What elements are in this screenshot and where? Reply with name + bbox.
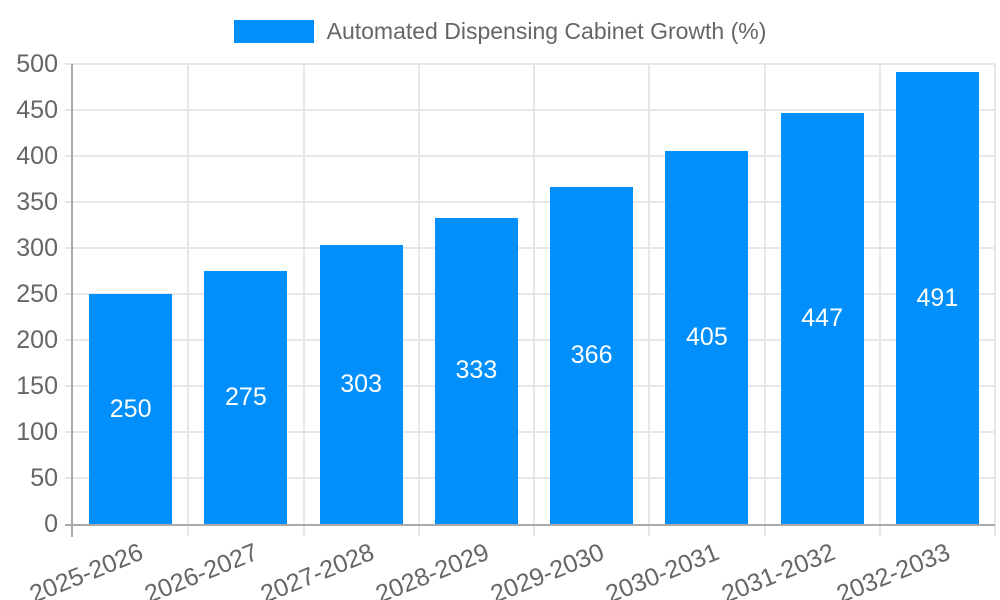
v-gridline: [533, 64, 535, 536]
h-gridline: [65, 339, 995, 341]
x-tick-label: 2028-2029: [371, 538, 493, 600]
y-tick-label: 200: [16, 326, 58, 354]
x-tick-label: 2026-2027: [141, 538, 263, 600]
v-gridline: [302, 64, 305, 536]
bar[interactable]: 250: [89, 294, 173, 524]
bar[interactable]: 366: [550, 187, 634, 524]
bar-value-label: 366: [570, 341, 613, 370]
bar[interactable]: 275: [204, 271, 288, 524]
bar-value-label: 333: [455, 356, 498, 385]
bar-value-label: 405: [686, 323, 728, 352]
v-gridline: [878, 64, 881, 536]
x-tick-label: 2031-2032: [717, 538, 839, 600]
h-gridline: [65, 293, 995, 295]
plot-area: 250 275 303 333 366 405 447 491: [65, 63, 996, 537]
v-gridline: [417, 64, 420, 536]
bar[interactable]: 405: [665, 151, 749, 524]
h-gridline: [65, 63, 995, 65]
bar-value-label: 250: [109, 394, 152, 423]
bar-value-label: 275: [225, 383, 267, 411]
bar-value-label: 303: [340, 370, 382, 399]
h-gridline: [65, 155, 995, 157]
x-tick-label: 2029-2030: [486, 538, 609, 600]
y-tick-label: 450: [16, 96, 58, 124]
bar-value-label: 491: [916, 283, 959, 312]
legend-item[interactable]: Automated Dispensing Cabinet Growth (%): [0, 18, 1000, 45]
h-gridline: [65, 247, 995, 249]
bar-value-label: 447: [801, 303, 843, 332]
bar[interactable]: 333: [434, 217, 518, 524]
bar[interactable]: 491: [895, 72, 979, 524]
y-tick-label: 300: [16, 234, 58, 262]
h-gridline: [65, 431, 995, 433]
legend-series-label: Automated Dispensing Cabinet Growth (%): [326, 18, 767, 44]
x-tick-label: 2032-2033: [832, 538, 954, 600]
x-axis-line: [65, 524, 995, 526]
y-tick-label: 100: [16, 418, 58, 446]
h-gridline: [65, 201, 995, 203]
y-tick-label: 350: [16, 188, 58, 216]
y-tick-label: 50: [30, 464, 58, 492]
y-tick-label: 150: [16, 372, 58, 400]
y-tick-label: 500: [16, 50, 58, 78]
v-gridline: [187, 64, 190, 536]
x-tick-label: 2027-2028: [256, 538, 378, 600]
x-tick-label: 2025-2026: [25, 538, 148, 600]
v-gridline: [648, 64, 651, 536]
h-gridline: [65, 109, 995, 111]
h-gridline: [65, 477, 995, 479]
y-tick-label: 0: [44, 510, 58, 538]
h-gridline: [65, 385, 995, 387]
x-tick-label: 2030-2031: [602, 538, 724, 600]
v-gridline: [994, 64, 996, 536]
y-tick-label: 400: [16, 142, 58, 170]
bar[interactable]: 303: [319, 245, 403, 524]
v-gridline: [763, 64, 766, 536]
y-axis-line: [71, 64, 73, 537]
legend-swatch-icon: [233, 20, 314, 43]
y-tick-label: 250: [16, 280, 58, 308]
bar[interactable]: 447: [780, 112, 864, 524]
